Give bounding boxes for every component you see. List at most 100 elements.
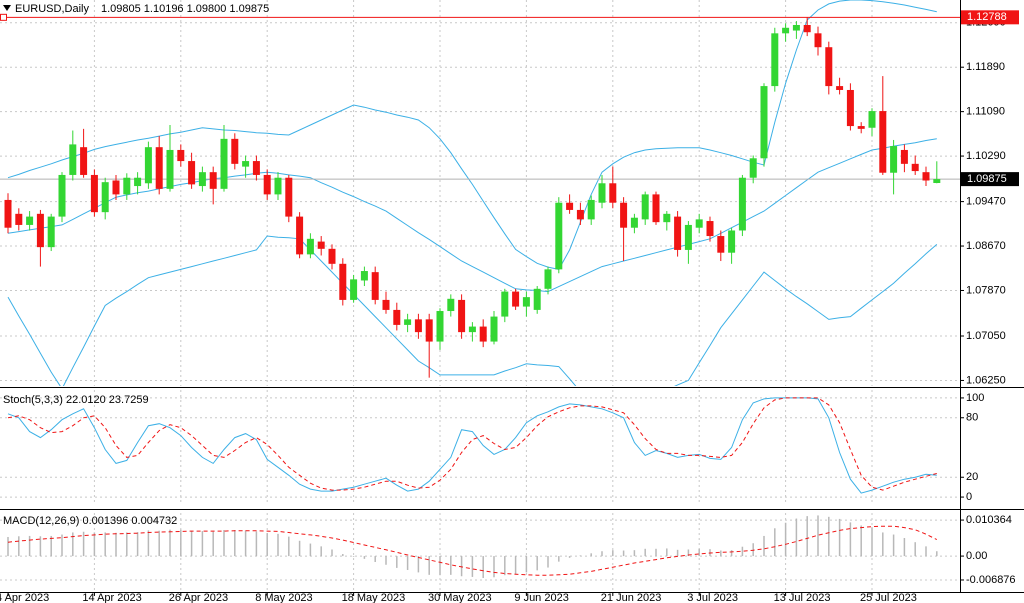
candle-body xyxy=(933,179,941,184)
candle-body xyxy=(414,319,422,333)
candle-body xyxy=(263,174,271,195)
y-tick-label: 1.07050 xyxy=(966,330,1006,342)
candle-body xyxy=(36,213,44,248)
y-tick-label: 1.09470 xyxy=(966,196,1006,208)
candle-body xyxy=(544,269,552,289)
candle-body xyxy=(490,316,498,342)
alert-marker xyxy=(0,13,7,21)
candle-body xyxy=(242,161,250,167)
candle-body xyxy=(479,326,487,342)
candle-body xyxy=(555,202,563,270)
candle-body xyxy=(123,177,131,195)
y-tick-label: 80 xyxy=(966,412,978,424)
candle-body xyxy=(922,172,930,181)
candle-body xyxy=(436,311,444,342)
candle-body xyxy=(339,263,347,300)
candle-body xyxy=(144,147,152,184)
candle-body xyxy=(879,111,887,173)
candle-body xyxy=(652,194,660,223)
y-tick-label: 1.08670 xyxy=(966,240,1006,252)
stoch-title: Stoch(5,3,3) 22.0120 23.7259 xyxy=(3,394,149,406)
x-tick-label: 18 May 2023 xyxy=(342,592,406,603)
candle-body xyxy=(468,326,476,333)
candle-body xyxy=(738,177,746,231)
candle-body xyxy=(360,271,368,281)
candle-body xyxy=(425,319,433,342)
candle-body xyxy=(112,180,120,195)
signal-line xyxy=(7,525,938,576)
x-tick-label: 25 Jul 2023 xyxy=(860,592,917,603)
candle-body xyxy=(717,236,725,253)
current-price-label: 1.09875 xyxy=(967,173,1007,185)
x-tick-label: 21 Jun 2023 xyxy=(601,592,662,603)
y-tick-label: 100 xyxy=(966,392,984,404)
candle-body xyxy=(630,217,638,228)
candle-body xyxy=(846,89,854,127)
current-price-box xyxy=(961,172,1019,187)
candle-body xyxy=(404,319,412,325)
candle-body xyxy=(306,238,314,255)
candle-body xyxy=(674,216,682,250)
alert-price-box xyxy=(961,10,1019,25)
candle-body xyxy=(609,183,617,203)
x-tick-label: 3 Jul 2023 xyxy=(687,592,738,603)
menu-triangle[interactable] xyxy=(3,5,11,11)
candle-body xyxy=(350,279,358,300)
candle-body xyxy=(566,202,574,210)
x-tick-label: 4 Apr 2023 xyxy=(0,592,49,603)
panel-1 xyxy=(7,397,937,494)
candle-body xyxy=(371,272,379,300)
candle-body xyxy=(177,149,185,162)
candle-body xyxy=(706,221,714,237)
candle-body xyxy=(209,172,217,189)
y-tick-label: 1.10290 xyxy=(966,150,1006,162)
candle-body xyxy=(447,298,455,312)
mark-layer xyxy=(0,0,960,578)
x-tick-label: 26 Apr 2023 xyxy=(169,592,228,603)
y-tick-label: 1.11090 xyxy=(966,106,1005,118)
bollinger-band xyxy=(7,235,938,386)
candle-body xyxy=(15,213,23,225)
y-tick-label: 0.00 xyxy=(966,550,987,562)
candle-body xyxy=(641,194,649,220)
candle-body xyxy=(166,149,174,189)
candle-body xyxy=(382,299,390,310)
y-tick-label: 0 xyxy=(966,491,972,503)
y-tick-label: -0.006876 xyxy=(966,574,1016,586)
candle-body xyxy=(252,161,260,175)
panel-0 xyxy=(0,0,960,386)
candle-body xyxy=(296,216,304,255)
candle-body xyxy=(803,24,811,33)
candle-body xyxy=(501,291,509,317)
candle-body xyxy=(749,158,757,178)
candle-body xyxy=(80,147,88,175)
candle-body xyxy=(857,126,865,129)
candle-body xyxy=(512,291,520,307)
y-tick-label: 20 xyxy=(966,471,978,483)
candle-body xyxy=(728,230,736,253)
candle-body xyxy=(47,216,55,248)
candle-body xyxy=(911,163,919,172)
y-tick-label: 1.06250 xyxy=(966,374,1006,386)
candle-body xyxy=(533,288,541,310)
candle-body xyxy=(101,182,109,213)
candle-body xyxy=(836,86,844,90)
x-tick-label: 8 May 2023 xyxy=(255,592,312,603)
candle-body xyxy=(317,241,325,249)
chart-title: EURUSD,Daily xyxy=(15,3,89,15)
candle-body xyxy=(825,47,833,87)
candle-body xyxy=(598,183,606,203)
y-tick-label: 0.010364 xyxy=(966,514,1012,526)
candle-body xyxy=(188,161,196,185)
candle-body xyxy=(198,172,206,187)
candle-body xyxy=(458,299,466,333)
candle-body xyxy=(663,213,671,223)
bollinger-band xyxy=(7,138,937,293)
y-tick-label: 1.11890 xyxy=(966,61,1005,73)
candle-body xyxy=(155,147,163,189)
candle-body xyxy=(890,146,898,173)
candle-body xyxy=(587,199,595,220)
alert-price-label: 1.12788 xyxy=(967,11,1007,23)
candle-body xyxy=(4,199,12,228)
